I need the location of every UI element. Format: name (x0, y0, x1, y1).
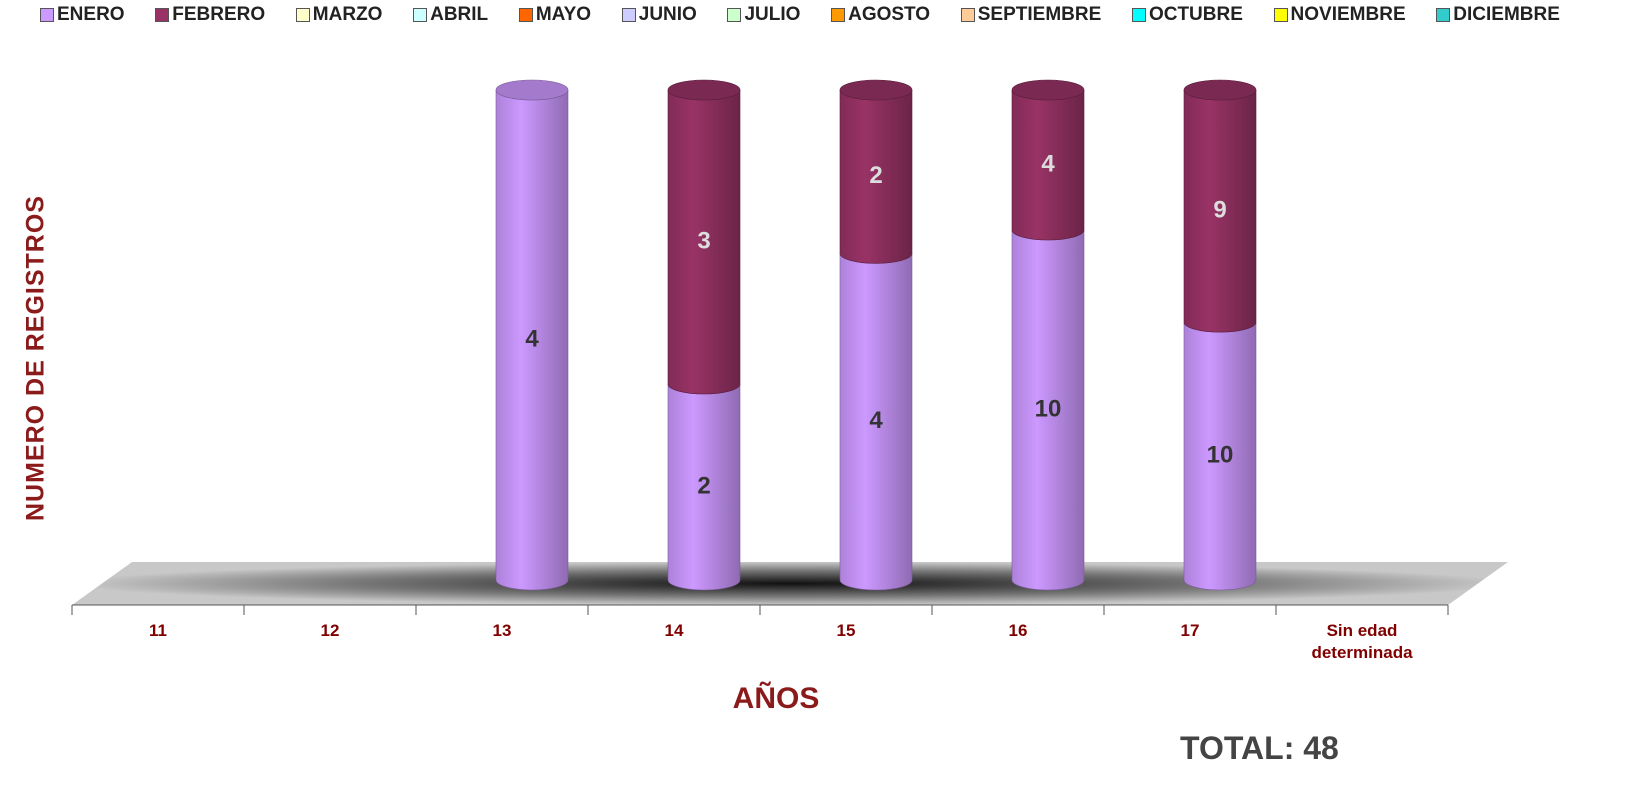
legend-item: MARZO (295, 4, 383, 26)
legend-swatch (295, 8, 310, 22)
legend-label: FEBRERO (172, 4, 266, 25)
legend-label: JULIO (744, 4, 801, 25)
x-tick-label: 13 (492, 621, 512, 640)
total-annotation: TOTAL: 48 (1180, 730, 1339, 766)
legend-label: ABRIL (430, 4, 489, 25)
cylinder-cap (1011, 79, 1085, 101)
legend-swatch (155, 8, 170, 22)
legend-item: MAYO (518, 4, 592, 26)
legend-label: MAYO (535, 4, 592, 25)
legend-swatch (413, 8, 428, 22)
legend-swatch (518, 8, 533, 22)
x-tick-label: 17 (1180, 621, 1200, 640)
data-label: 4 (869, 407, 883, 434)
legend-label: JUNIO (638, 4, 697, 25)
legend-swatch (1436, 8, 1451, 22)
x-axis-title: AÑOS (732, 682, 820, 715)
legend-item: JUNIO (621, 4, 697, 26)
cylinder-cap (839, 79, 913, 101)
legend-swatch (960, 8, 975, 22)
y-axis-title: NUMERO DE REGISTROS (21, 195, 50, 521)
legend-item: ABRIL (413, 4, 488, 26)
legend-label: DICIEMBRE (1453, 4, 1560, 25)
legend-item: FEBRERO (155, 4, 265, 26)
x-tick-label: 14 (664, 621, 684, 640)
legend-item: DICIEMBRE (1436, 4, 1560, 26)
legend-item: OCTUBRE (1131, 4, 1243, 26)
legend-swatch (40, 8, 54, 22)
data-label: 10 (1207, 441, 1234, 468)
legend-label: AGOSTO (848, 4, 931, 25)
x-tick-label: 11 (149, 621, 167, 640)
x-ticks (71, 605, 1449, 615)
data-label: 9 (1213, 196, 1226, 223)
data-label: 2 (869, 162, 882, 189)
legend-swatch (727, 8, 742, 22)
x-tick-label: 16 (1008, 621, 1028, 640)
legend-swatch (1131, 8, 1146, 22)
cylinder-cap (495, 79, 569, 101)
legend-swatch (621, 8, 636, 22)
legend-label: ENERO (57, 4, 125, 25)
legend-item: JULIO (727, 4, 800, 26)
data-label: 4 (525, 325, 539, 352)
cylinder-cap (1183, 79, 1257, 101)
legend-item: NOVIEMBRE (1273, 4, 1406, 26)
data-label: 10 (1035, 395, 1062, 422)
x-tick-label: Sin edad determinada (1311, 621, 1413, 662)
legend-swatch (1273, 8, 1288, 22)
data-label: 2 (697, 472, 710, 499)
data-label: 4 (1041, 150, 1055, 177)
cylinder-cap (667, 79, 741, 101)
legend: ENERO FEBRERO MARZO ABRIL MAYO JUNIO JULIO AGOS… (40, 4, 1560, 26)
legend-item: SEPTIEMBRE (960, 4, 1102, 26)
data-label: 3 (697, 227, 710, 254)
legend-item: ENERO (40, 4, 125, 26)
x-tick-label: 15 (836, 621, 856, 640)
legend-label: MARZO (312, 4, 383, 25)
x-tick-label: 12 (320, 621, 340, 640)
legend-label: NOVIEMBRE (1290, 4, 1406, 25)
legend-swatch (831, 8, 846, 22)
legend-item: AGOSTO (831, 4, 930, 26)
legend-label: OCTUBRE (1148, 4, 1243, 25)
legend-label: SEPTIEMBRE (977, 4, 1102, 25)
floor (72, 562, 1508, 605)
